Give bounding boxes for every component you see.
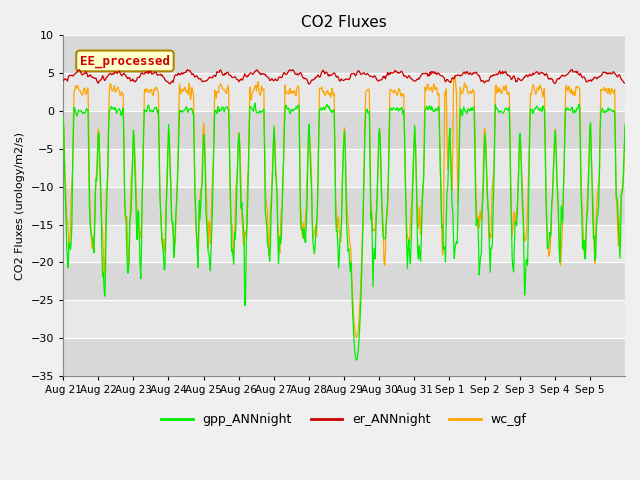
Bar (63, 111, 625, 149)
Legend: gpp_ANNnight, er_ANNnight, wc_gf: gpp_ANNnight, er_ANNnight, wc_gf (156, 408, 532, 431)
Bar (63, 338, 625, 376)
Bar (63, 73, 625, 111)
Text: EE_processed: EE_processed (80, 54, 170, 68)
Bar (63, 149, 625, 187)
Title: CO2 Fluxes: CO2 Fluxes (301, 15, 387, 30)
Bar (63, 187, 625, 225)
Bar (63, 36, 625, 73)
Bar (63, 225, 625, 263)
Bar (63, 263, 625, 300)
Y-axis label: CO2 Fluxes (urology/m2/s): CO2 Fluxes (urology/m2/s) (15, 132, 25, 280)
Bar (63, 300, 625, 338)
